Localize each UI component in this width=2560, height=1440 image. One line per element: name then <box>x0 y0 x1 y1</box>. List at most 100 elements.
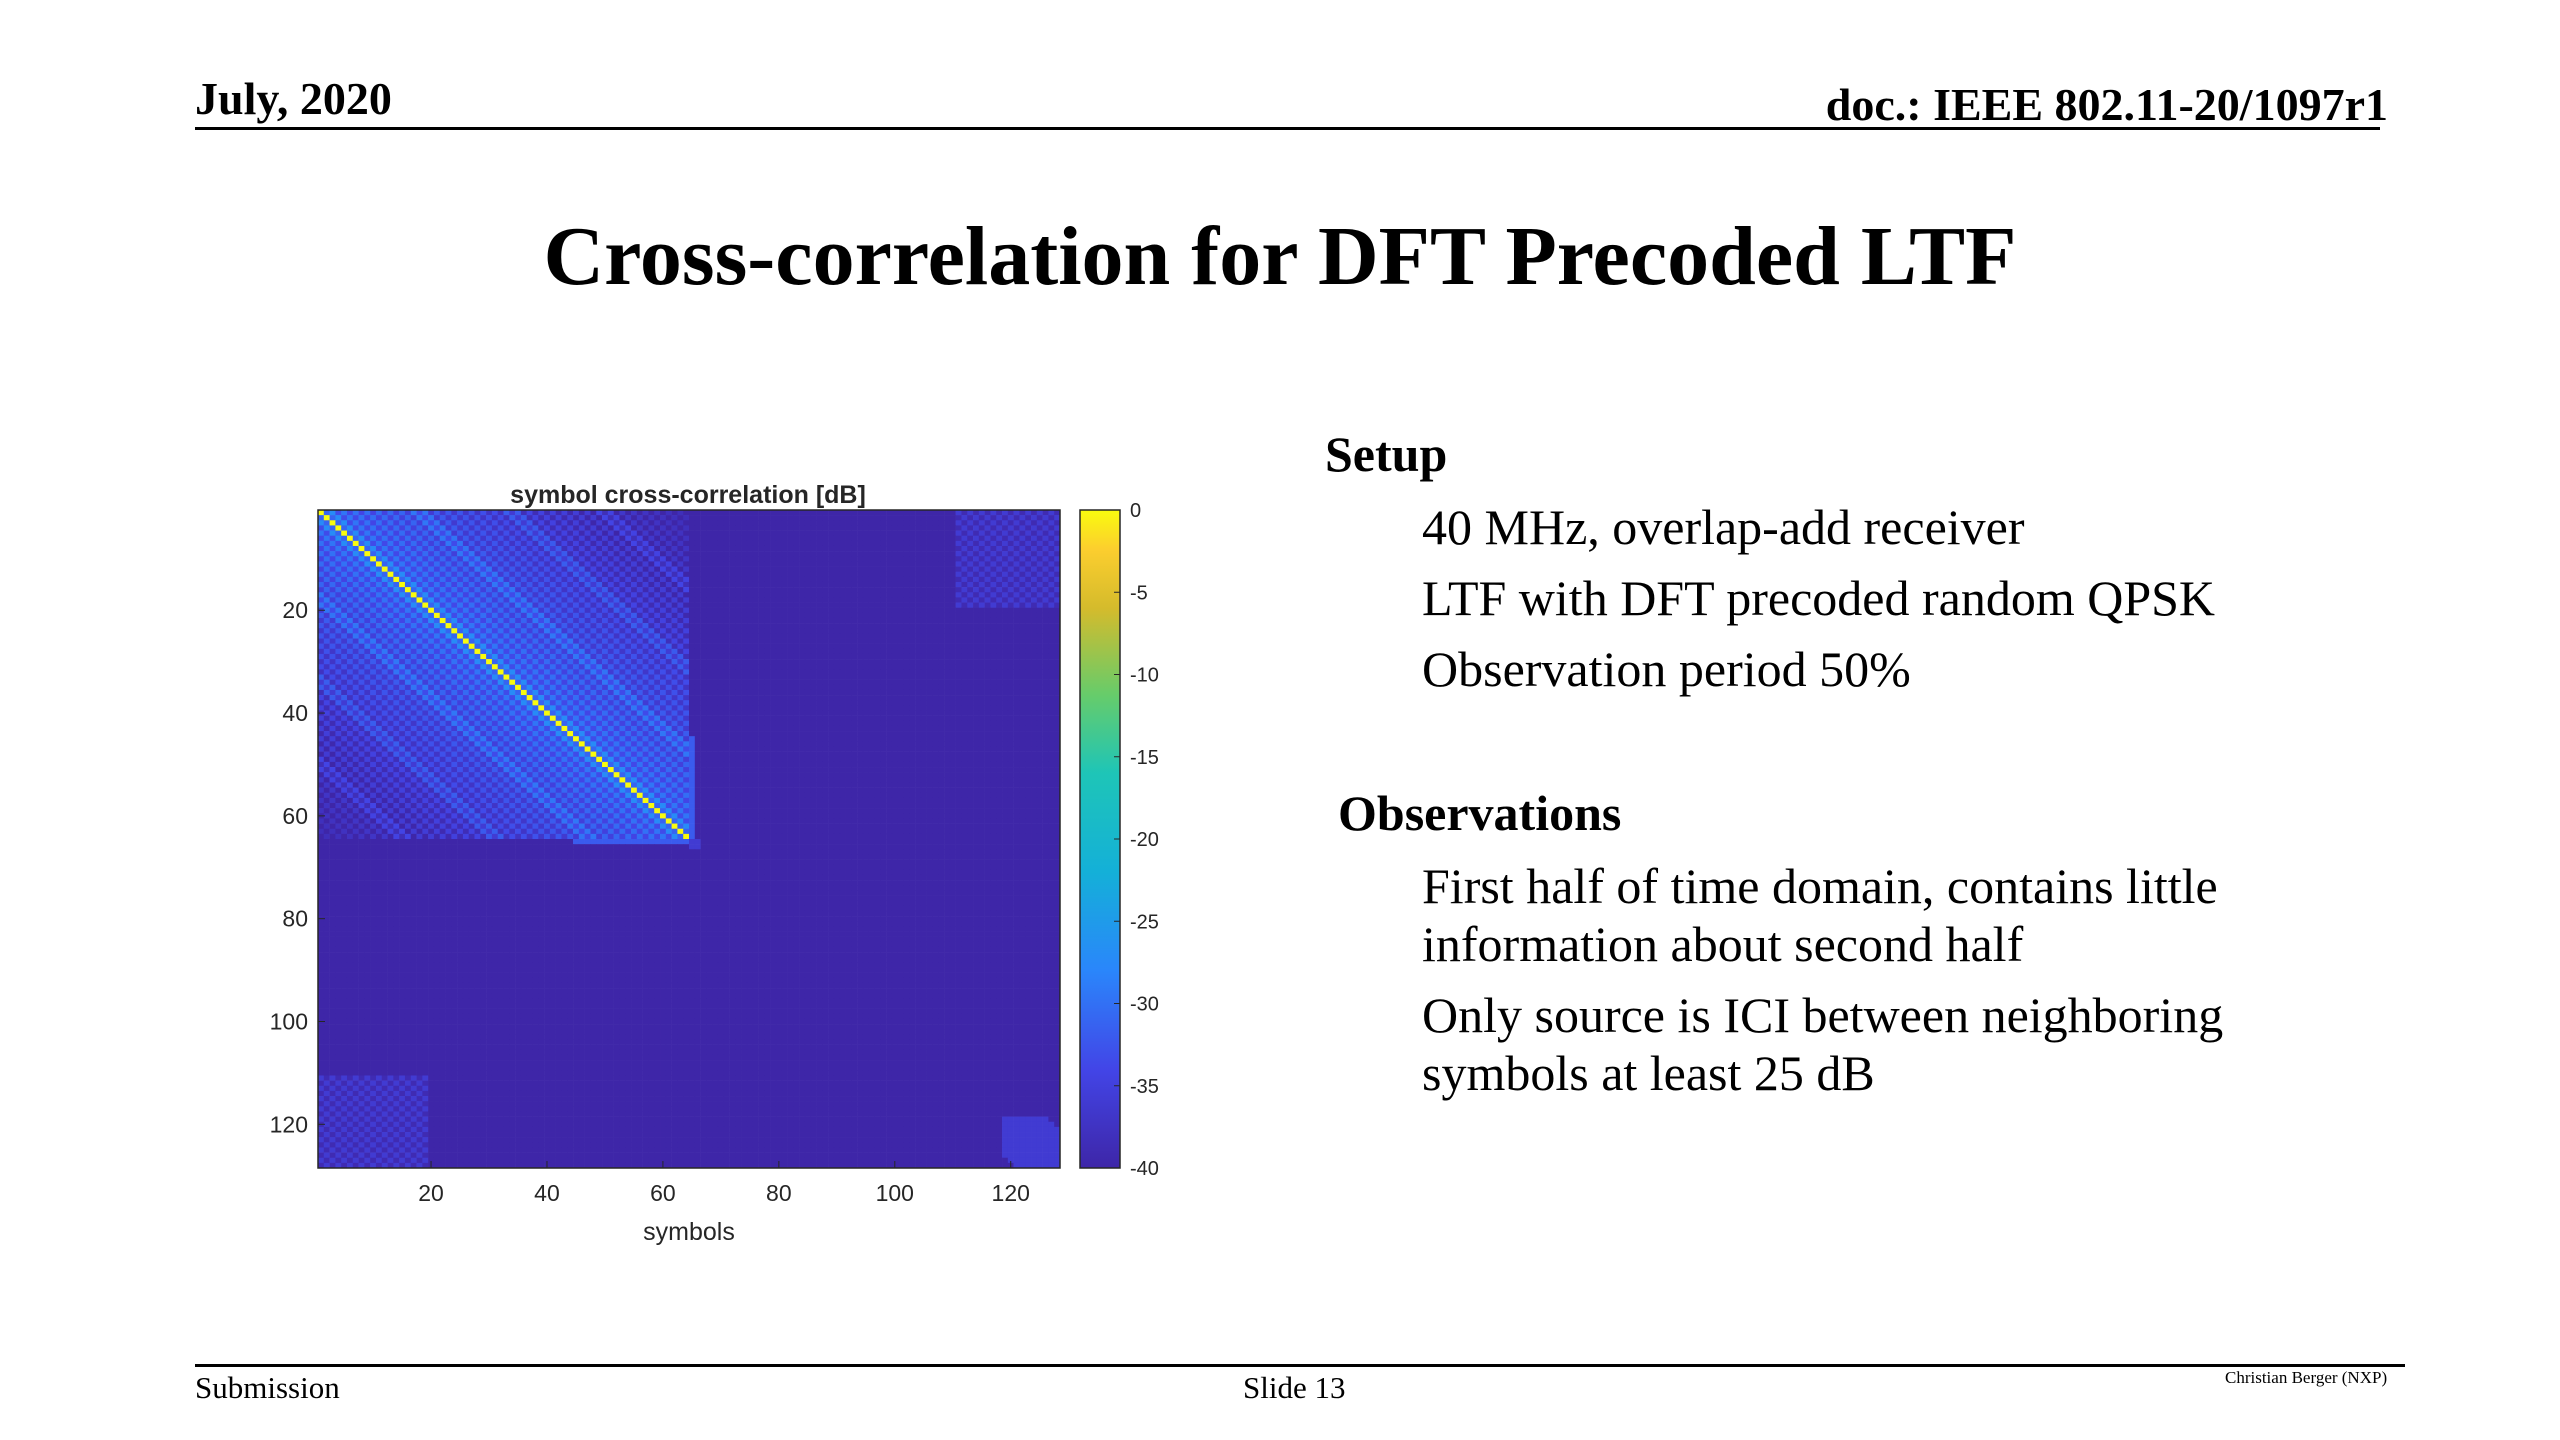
heatmap-cell <box>723 643 730 650</box>
heatmap-cell <box>706 525 713 531</box>
heatmap-cell <box>462 556 470 562</box>
heatmap-cell <box>828 633 835 639</box>
heatmap-cell <box>984 674 991 680</box>
heatmap-cell <box>1048 545 1055 552</box>
heatmap-cell <box>445 530 452 537</box>
heatmap-cell <box>433 592 441 598</box>
heatmap-cell <box>625 623 632 629</box>
heatmap-cell <box>996 633 1003 639</box>
heatmap-cell <box>399 602 406 608</box>
heatmap-cell <box>851 705 858 711</box>
heatmap-cell <box>619 510 626 516</box>
heatmap-cell <box>567 612 574 619</box>
heatmap-cell <box>486 540 493 547</box>
heatmap-cell <box>318 545 325 552</box>
heatmap-cell <box>1031 535 1038 542</box>
heatmap-cell <box>723 679 730 686</box>
heatmap-cell <box>480 581 487 588</box>
heatmap-cell <box>573 633 580 639</box>
heatmap-cell <box>503 515 510 521</box>
heatmap-cell <box>532 592 539 598</box>
heatmap-cell <box>1025 540 1032 547</box>
heatmap-cell <box>654 643 661 650</box>
heatmap-cell <box>1042 587 1049 593</box>
heatmap-cell <box>480 648 487 655</box>
heatmap-cell <box>689 540 696 547</box>
heatmap-cell <box>491 674 499 680</box>
heatmap-cell <box>491 540 499 547</box>
heatmap-cell <box>689 612 696 619</box>
heatmap-cell <box>862 530 870 537</box>
heatmap-cell <box>451 510 458 516</box>
heatmap-cell <box>1042 612 1049 619</box>
heatmap-cell <box>944 566 951 572</box>
heatmap-cell <box>839 530 846 537</box>
heatmap-cell <box>804 700 812 706</box>
heatmap-cell <box>515 700 522 706</box>
heatmap-cell <box>445 607 452 614</box>
heatmap-cell <box>602 530 609 537</box>
heatmap-cell <box>439 581 446 588</box>
heatmap-cell <box>810 669 817 675</box>
heatmap-cell <box>903 602 910 608</box>
heatmap-cell <box>445 628 452 634</box>
heatmap-cell <box>735 659 742 665</box>
heatmap-cell <box>845 525 852 531</box>
heatmap-cell <box>544 612 551 619</box>
heatmap-cell <box>544 525 551 531</box>
heatmap-cell <box>433 571 441 578</box>
heatmap-cell <box>457 628 464 634</box>
heatmap-cell <box>509 607 516 614</box>
heatmap-cell <box>445 643 452 650</box>
heatmap-cell <box>700 566 707 572</box>
heatmap-cell <box>874 638 881 644</box>
heatmap-cell <box>868 633 875 639</box>
heatmap-cell <box>526 623 533 629</box>
heatmap-cell <box>926 648 933 655</box>
heatmap-cell <box>706 535 713 542</box>
heatmap-cell <box>381 705 388 711</box>
heatmap-cell <box>886 587 893 593</box>
heatmap-cell <box>451 571 458 578</box>
heatmap-cell <box>352 597 359 603</box>
heatmap-cell <box>712 695 719 701</box>
heatmap-cell <box>1048 628 1055 634</box>
heatmap-cell <box>520 633 527 639</box>
heatmap-cell <box>602 623 609 629</box>
heatmap-cell <box>352 689 359 696</box>
heatmap-cell <box>1042 556 1049 562</box>
heatmap-cell <box>375 679 383 686</box>
heatmap-cell <box>891 612 898 619</box>
heatmap-cell <box>497 566 504 572</box>
heatmap-cell <box>410 607 417 614</box>
heatmap-cell <box>891 643 898 650</box>
heatmap-cell <box>996 617 1003 624</box>
heatmap-cell <box>932 515 939 521</box>
heatmap-cell <box>526 535 533 542</box>
heatmap-cell <box>799 689 806 696</box>
heatmap-cell <box>793 530 800 537</box>
heatmap-cell <box>735 556 742 562</box>
heatmap-cell <box>723 540 730 547</box>
heatmap-cell <box>752 571 759 578</box>
heatmap-cell <box>700 597 707 603</box>
heatmap-cell <box>944 633 951 639</box>
heatmap-cell <box>486 587 493 593</box>
heatmap-cell <box>561 571 568 578</box>
heatmap-cell <box>944 556 951 562</box>
heatmap-cell <box>399 638 406 644</box>
heatmap-cell <box>723 700 730 706</box>
heatmap-cell <box>1031 617 1038 624</box>
heatmap-cell <box>746 659 754 665</box>
heatmap-cell <box>886 515 893 521</box>
heatmap-cell <box>793 628 800 634</box>
heatmap-cell <box>665 515 672 521</box>
heatmap-cell <box>932 628 939 634</box>
heatmap-cell <box>752 689 759 696</box>
heatmap-cell <box>868 643 875 650</box>
heatmap-cell <box>1054 669 1061 675</box>
heatmap-cell <box>486 576 493 583</box>
heatmap-cell <box>631 664 638 670</box>
heatmap-cell <box>978 592 985 598</box>
heatmap-cell <box>741 612 748 619</box>
